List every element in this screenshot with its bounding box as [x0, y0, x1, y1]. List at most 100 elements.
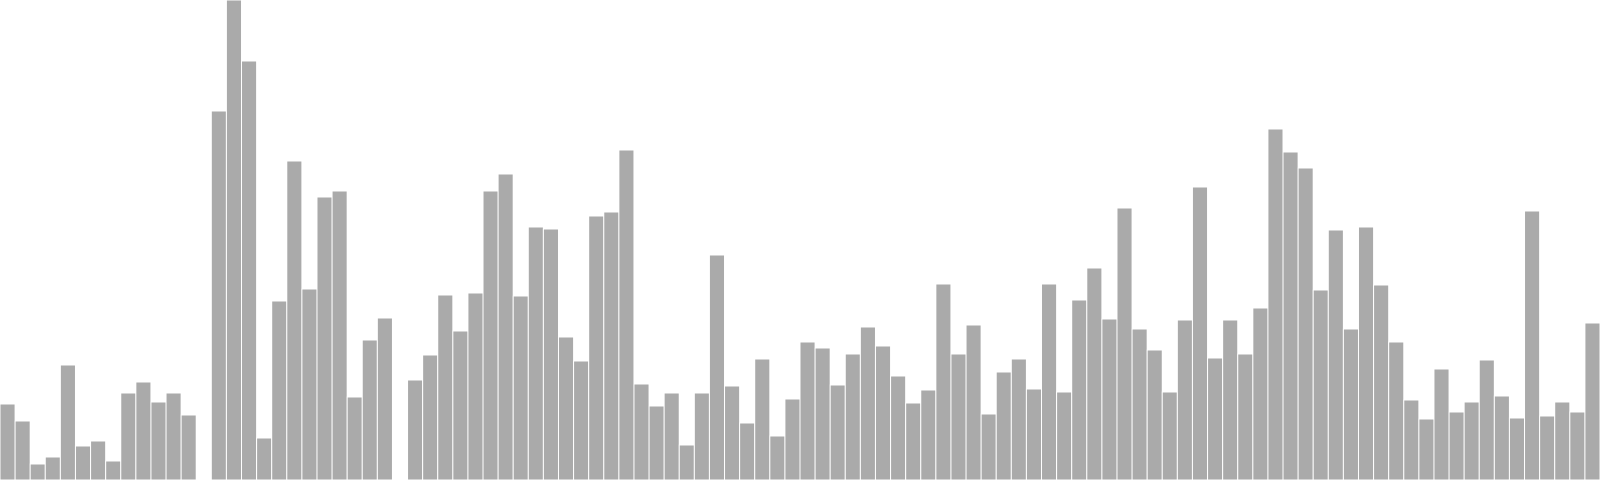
bar-71 — [1071, 299, 1088, 480]
bar-81 — [1222, 319, 1239, 480]
bar-18 — [271, 300, 288, 480]
bar-60 — [905, 402, 922, 480]
bar-32 — [482, 190, 499, 480]
bar-103 — [1554, 401, 1571, 480]
bar-31 — [467, 292, 484, 480]
bar-70 — [1056, 391, 1073, 480]
bar-63 — [950, 353, 967, 480]
bar-2 — [29, 463, 46, 480]
bar-56 — [844, 353, 861, 480]
bar-91 — [1373, 284, 1390, 480]
bar-7 — [105, 460, 122, 480]
bar-65 — [980, 413, 997, 480]
bar-80 — [1207, 357, 1224, 480]
bar-8 — [120, 392, 137, 480]
bar-79 — [1191, 186, 1209, 480]
bar-69 — [1041, 283, 1058, 480]
bar-97 — [1463, 401, 1480, 480]
bar-1 — [14, 420, 31, 480]
bar-21 — [316, 196, 333, 480]
bar-100 — [1508, 417, 1526, 480]
bar-67 — [1010, 358, 1027, 480]
bar-40 — [603, 211, 620, 480]
bar-19 — [286, 160, 303, 480]
bar-49 — [739, 422, 756, 480]
bar-39 — [588, 215, 605, 480]
bar-12 — [180, 414, 197, 480]
bar-41 — [618, 149, 635, 480]
bar-82 — [1237, 353, 1254, 480]
bar-64 — [965, 324, 982, 480]
bar-87 — [1312, 289, 1329, 480]
bar-68 — [1025, 388, 1043, 480]
bar-42 — [633, 383, 650, 480]
bar-24 — [361, 339, 378, 480]
bar-104 — [1569, 411, 1586, 480]
bar-72 — [1086, 267, 1103, 480]
bar-101 — [1524, 210, 1541, 480]
bar-59 — [890, 375, 907, 480]
bar-22 — [331, 190, 348, 480]
bar-84 — [1267, 128, 1284, 480]
bar-53 — [799, 341, 816, 480]
bar-83 — [1252, 307, 1269, 480]
bar-76 — [1146, 349, 1163, 480]
bar-44 — [663, 392, 680, 480]
bar-105 — [1584, 322, 1600, 480]
bar-17 — [256, 437, 273, 480]
bar-62 — [935, 283, 952, 480]
bar-11 — [165, 392, 182, 480]
bar-74 — [1116, 207, 1133, 480]
bar-5 — [74, 445, 92, 480]
bar-38 — [573, 360, 590, 480]
bar-37 — [557, 336, 575, 480]
bar-15 — [225, 0, 243, 480]
bar-14 — [210, 110, 227, 480]
bar-58 — [874, 345, 892, 480]
bar-45 — [678, 444, 695, 480]
bar-86 — [1297, 167, 1314, 480]
bar-77 — [1161, 391, 1178, 480]
bar-78 — [1176, 319, 1193, 480]
bar-75 — [1131, 328, 1148, 480]
bar-73 — [1101, 318, 1118, 480]
bar-54 — [814, 347, 831, 480]
bar-0 — [0, 403, 16, 480]
bar-48 — [724, 385, 741, 480]
bar-29 — [437, 294, 454, 480]
bar-6 — [90, 440, 107, 480]
bar-90 — [1357, 226, 1375, 480]
bar-96 — [1448, 411, 1465, 480]
bar-25 — [376, 317, 393, 480]
bar-33 — [497, 173, 514, 480]
bar-27 — [407, 379, 424, 480]
bar-23 — [346, 396, 363, 480]
bar-3 — [44, 456, 61, 480]
bar-35 — [527, 226, 544, 480]
bar-89 — [1342, 328, 1359, 480]
bar-98 — [1478, 359, 1495, 480]
bar-51 — [769, 435, 786, 480]
bar-99 — [1493, 395, 1510, 480]
bar-10 — [150, 401, 167, 480]
bar-4 — [59, 364, 76, 480]
bar-28 — [422, 354, 439, 480]
bar-102 — [1539, 415, 1556, 480]
bar-55 — [829, 384, 846, 480]
bar-85 — [1282, 151, 1299, 480]
bar-46 — [693, 392, 710, 480]
bar-34 — [512, 295, 529, 480]
bar-50 — [754, 358, 771, 480]
bar-20 — [301, 288, 318, 480]
bar-9 — [135, 381, 152, 480]
bar-16 — [241, 60, 258, 480]
bar-30 — [452, 330, 469, 480]
bar-52 — [784, 398, 801, 480]
bar-92 — [1388, 341, 1405, 480]
bar-36 — [542, 228, 559, 480]
bar-94 — [1418, 418, 1435, 480]
bar-47 — [708, 254, 726, 480]
bar-88 — [1327, 229, 1344, 480]
